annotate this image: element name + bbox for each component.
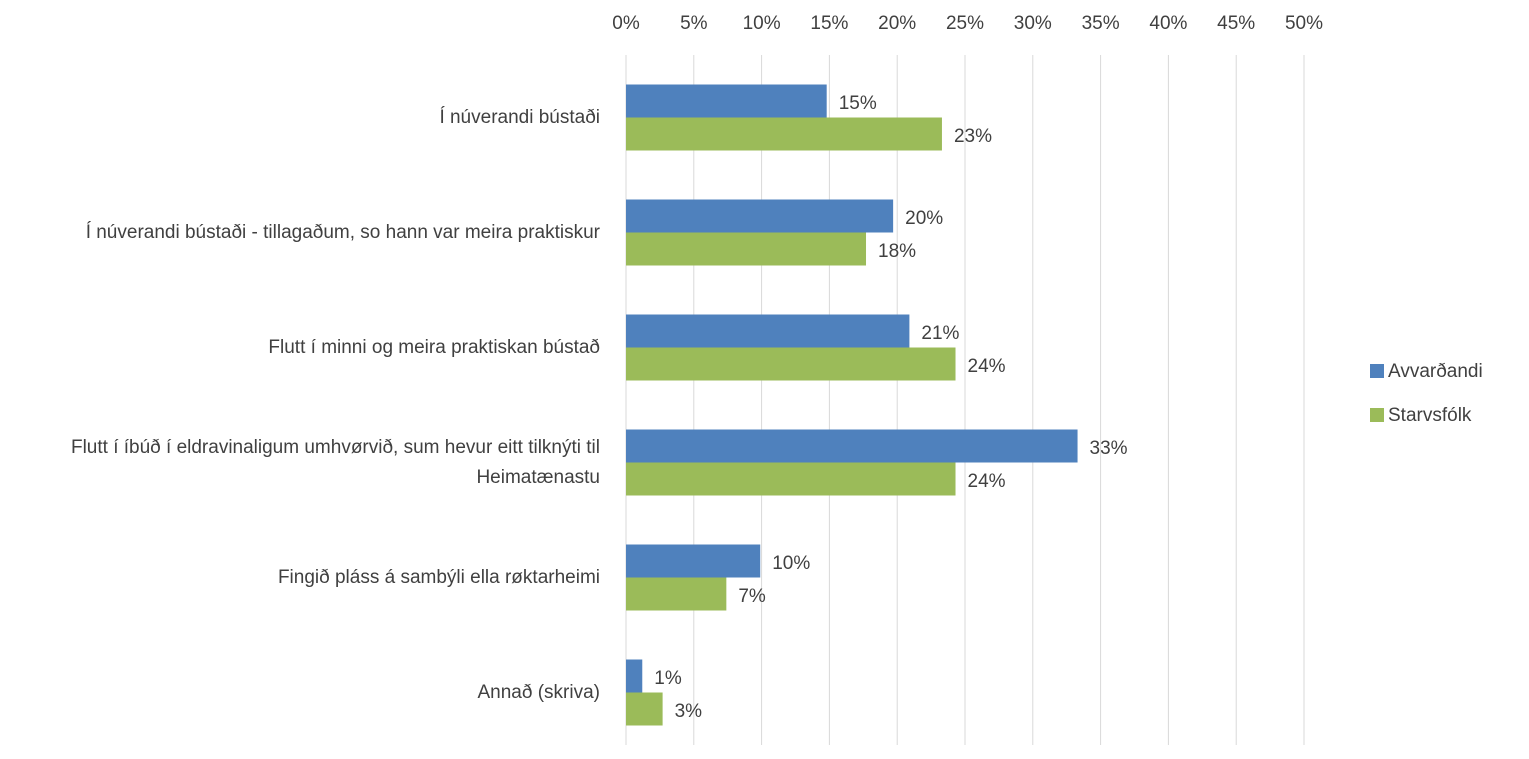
bar [626, 314, 910, 348]
legend-swatch [1370, 408, 1384, 422]
category-label: Flutt í íbúð í eldravinaligum umhvørvið,… [70, 436, 600, 488]
bar [626, 84, 827, 118]
data-label: 23% [954, 126, 992, 147]
category-label: Flutt í minni og meira praktiskan bústað [268, 336, 600, 358]
data-label: 7% [738, 586, 766, 607]
legend-swatch [1370, 364, 1384, 378]
x-tick-label: 40% [1149, 13, 1187, 34]
data-label: 3% [675, 701, 703, 722]
bar [626, 429, 1078, 463]
data-label: 15% [839, 93, 877, 114]
bar [626, 692, 663, 726]
x-tick-label: 30% [1014, 13, 1052, 34]
data-label: 24% [968, 471, 1006, 492]
data-label: 10% [772, 553, 810, 574]
bar [626, 659, 643, 693]
x-tick-label: 5% [680, 13, 708, 34]
data-label: 21% [921, 323, 959, 344]
data-label: 20% [905, 208, 943, 229]
data-label: 1% [654, 668, 682, 689]
x-tick-label: 25% [946, 13, 984, 34]
category-label: Í núverandi bústaði [439, 106, 600, 128]
category-label: Fingið pláss á sambýli ella røktarheimi [277, 566, 600, 588]
bar [626, 232, 867, 266]
x-tick-label: 35% [1082, 13, 1120, 34]
x-tick-label: 15% [810, 13, 848, 34]
category-label: Í núverandi bústaði - tillagaðum, so han… [85, 221, 600, 243]
bar [626, 347, 956, 381]
data-label: 24% [968, 356, 1006, 377]
bar [626, 199, 894, 233]
data-label: 33% [1090, 438, 1128, 459]
legend-label: Avvarðandi [1388, 361, 1483, 382]
x-tick-label: 45% [1217, 13, 1255, 34]
category-label: Annað (skriva) [477, 681, 601, 703]
x-tick-label: 0% [612, 13, 640, 34]
data-label: 18% [878, 241, 916, 262]
x-tick-label: 10% [743, 13, 781, 34]
bar [626, 462, 956, 496]
x-tick-label: 20% [878, 13, 916, 34]
bar [626, 117, 942, 151]
x-tick-label: 50% [1285, 13, 1323, 34]
bar [626, 544, 761, 578]
bar [626, 577, 727, 611]
legend-label: Starvsfólk [1388, 405, 1472, 426]
